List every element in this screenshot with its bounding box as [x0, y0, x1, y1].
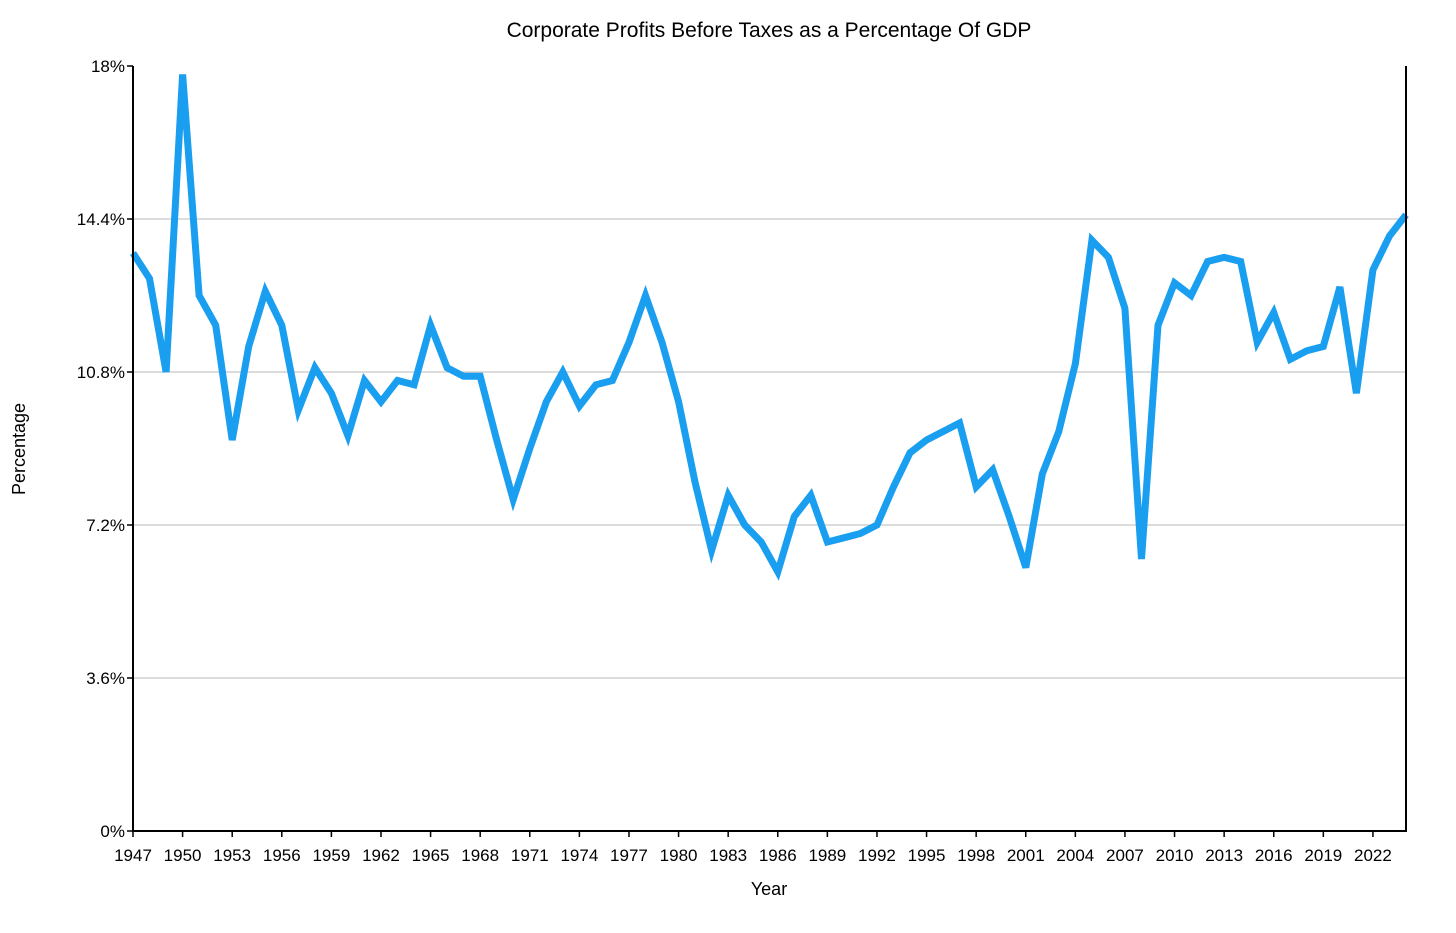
x-tick-label: 1977: [610, 846, 648, 865]
y-tick-label: 18%: [91, 57, 125, 76]
y-tick-label: 14.4%: [77, 210, 125, 229]
x-tick-label: 1959: [312, 846, 350, 865]
x-tick-label: 2001: [1007, 846, 1045, 865]
x-tick-label: 2013: [1205, 846, 1243, 865]
x-tick-label: 2004: [1056, 846, 1094, 865]
x-tick-label: 1986: [759, 846, 797, 865]
x-tick-label: 1971: [511, 846, 549, 865]
x-tick-label: 1974: [560, 846, 598, 865]
y-tick-label: 0%: [100, 822, 125, 841]
x-tick-label: 2007: [1106, 846, 1144, 865]
x-tick-label: 1965: [412, 846, 450, 865]
plot-frame: [132, 66, 1407, 832]
x-tick-label: 1962: [362, 846, 400, 865]
x-tick-label: 1950: [164, 846, 202, 865]
x-tick-label: 2019: [1304, 846, 1342, 865]
x-tick-label: 1968: [461, 846, 499, 865]
x-tick-label: 2016: [1255, 846, 1293, 865]
data-series: [130, 74, 1409, 581]
x-tick-label: 1953: [213, 846, 251, 865]
x-axis-ticks: 1947 1950 1953 1956 1959 1962 1965 1968 1971 1974…: [114, 831, 1392, 865]
chart-title: Corporate Profits Before Taxes as a Perc…: [507, 19, 1032, 42]
y-tick-label: 10.8%: [77, 363, 125, 382]
x-tick-label: 2010: [1156, 846, 1194, 865]
gridlines: [133, 218, 1406, 679]
y-tick-label: 3.6%: [86, 669, 125, 688]
y-tick-label: 7.2%: [86, 516, 125, 535]
x-tick-label: 1995: [908, 846, 946, 865]
series-line: [130, 74, 1409, 581]
y-axis-label: Percentage: [9, 403, 29, 495]
x-axis-label: Year: [751, 879, 787, 899]
y-axis-ticks: 0% 3.6% 7.2% 10.8% 14.4% 18%: [77, 57, 133, 841]
x-tick-label: 1983: [709, 846, 747, 865]
x-tick-label: 1989: [808, 846, 846, 865]
x-tick-label: 1947: [114, 846, 152, 865]
x-tick-label: 1980: [660, 846, 698, 865]
x-tick-label: 2022: [1354, 846, 1392, 865]
x-tick-label: 1956: [263, 846, 301, 865]
x-tick-label: 1992: [858, 846, 896, 865]
x-tick-label: 1998: [957, 846, 995, 865]
